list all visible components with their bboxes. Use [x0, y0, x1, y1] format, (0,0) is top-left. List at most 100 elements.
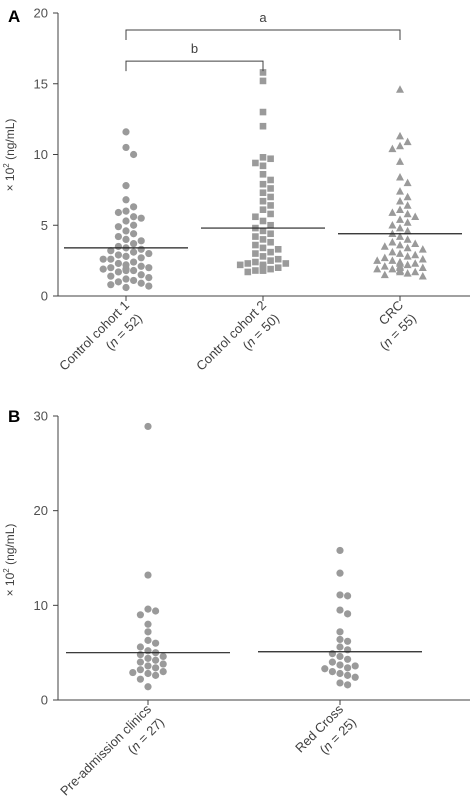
panel-a-data-point	[259, 217, 267, 225]
panel-b-data-point	[336, 643, 344, 651]
panel-a-y-tick-label: 15	[34, 76, 48, 91]
panel-a-data-point	[259, 253, 267, 260]
panel-a-data-point	[418, 255, 427, 263]
panel-b-data-point	[336, 546, 344, 555]
panel-a-data-point	[122, 266, 130, 275]
panel-a-data-point	[114, 223, 122, 231]
panel-a-data-point	[388, 247, 397, 256]
panel-a-data-point	[244, 268, 252, 276]
panel-b-y-tick-label: 30	[34, 409, 48, 424]
panel-a-data-point	[137, 245, 145, 253]
panel-a-data-point	[403, 235, 412, 243]
panel-a-data-point	[396, 205, 404, 213]
panel-a-data-point	[267, 176, 274, 184]
panel-a-data-point	[107, 264, 115, 272]
panel-a-data-point	[145, 282, 153, 290]
panel-a-data-point	[373, 264, 382, 273]
panel-a-data-point	[380, 262, 389, 270]
panel-b-data-point	[136, 666, 144, 674]
panel-a-data-point	[388, 264, 397, 273]
panel-a-data-point	[267, 248, 274, 256]
panel-b-data-point	[152, 656, 160, 664]
panel-a-data-point	[130, 276, 138, 285]
panel-b-data-point	[336, 635, 344, 644]
panel-a-data-point	[252, 241, 259, 249]
panel-a-data-point	[259, 267, 267, 274]
panel-b-data-point	[144, 620, 152, 628]
panel-a-data-point	[411, 259, 420, 267]
panel-a-data-point	[396, 215, 404, 223]
panel-b-data-point	[344, 610, 352, 618]
panel-a-data-point	[388, 256, 397, 264]
panel-a-data-point	[252, 213, 259, 221]
panel-a-data-point	[99, 255, 107, 263]
panel-a-data-point	[122, 275, 130, 283]
panel-b-data-point	[136, 643, 144, 651]
panel-a-data-point	[259, 227, 267, 235]
panel-b-data-point	[344, 664, 352, 672]
panel-a-data-point	[130, 258, 138, 266]
panel-a-data-point	[267, 193, 274, 201]
panel-b-data-point	[144, 662, 152, 670]
panel-b-data-point	[336, 661, 344, 669]
panel-a-data-point	[396, 196, 404, 205]
panel-a-data-point	[403, 243, 412, 252]
panel-a-data-point	[396, 131, 404, 140]
panel-a-y-tick-label: 10	[34, 147, 48, 162]
panel-a-data-point	[122, 128, 130, 136]
panel-a-data-point	[130, 248, 138, 256]
panel-a-data-point	[122, 217, 130, 225]
panel-a-data-point	[236, 261, 244, 269]
panel-a-data-point	[396, 223, 404, 232]
panel-b-data-point	[152, 639, 160, 647]
panel-a-data-point	[259, 154, 267, 161]
panel-a-data-point	[114, 251, 122, 259]
panel-a-data-point	[244, 260, 252, 267]
panel-a-data-point	[259, 171, 267, 178]
panel-a-data-point	[396, 172, 404, 181]
panel-a-data-point	[403, 260, 412, 269]
panel-a-data-point	[396, 187, 404, 195]
panel-a-data-point	[396, 267, 404, 276]
panel-b-data-point	[159, 668, 167, 676]
panel-a-data-point	[411, 212, 420, 221]
panel-b-data-point	[136, 611, 144, 619]
panel-b-data-point	[144, 571, 152, 579]
panel-b-data-point	[144, 605, 152, 613]
panel-a-data-point	[137, 279, 145, 287]
panel-a-data-point	[259, 244, 267, 252]
panel-a-data-point	[403, 201, 412, 209]
panel-a-data-point	[396, 157, 404, 165]
panel-b-data-point	[136, 658, 144, 666]
panel-a-data-point	[130, 266, 138, 275]
panel-a-data-point	[252, 267, 259, 274]
panel-a-data-point	[130, 240, 138, 248]
panel-a-data-point	[259, 122, 267, 130]
panel-a-data-point	[122, 227, 130, 235]
panel-a-data-point	[145, 274, 153, 282]
panel-b-data-point	[144, 636, 152, 644]
panel-a-data-point	[114, 208, 122, 217]
panel-b-data-point	[344, 655, 352, 663]
panel-b-data-point	[144, 647, 152, 655]
panel-a-data-point	[130, 230, 138, 238]
panel-a-data-point	[252, 258, 259, 266]
panel-b-data-point	[344, 671, 352, 679]
panel-b-data-point	[328, 650, 336, 658]
panel-b-y-tick-label: 20	[34, 503, 48, 518]
panel-a-data-point	[418, 271, 427, 280]
panel-a-data-point	[114, 232, 122, 241]
panel-a-significance-label: a	[259, 10, 267, 25]
panel-b-data-point	[336, 569, 344, 577]
panel-a-data-point	[403, 178, 412, 187]
panel-a-data-point	[259, 197, 267, 205]
panel-b-data-point	[144, 422, 152, 431]
panel-a-data-point	[403, 209, 412, 218]
panel-a-data-point	[259, 189, 267, 197]
panel-b-data-point	[129, 668, 137, 677]
panel-a-data-point	[380, 253, 389, 262]
panel-a-data-point	[396, 249, 404, 257]
panel-a-y-tick-label: 20	[34, 6, 48, 21]
